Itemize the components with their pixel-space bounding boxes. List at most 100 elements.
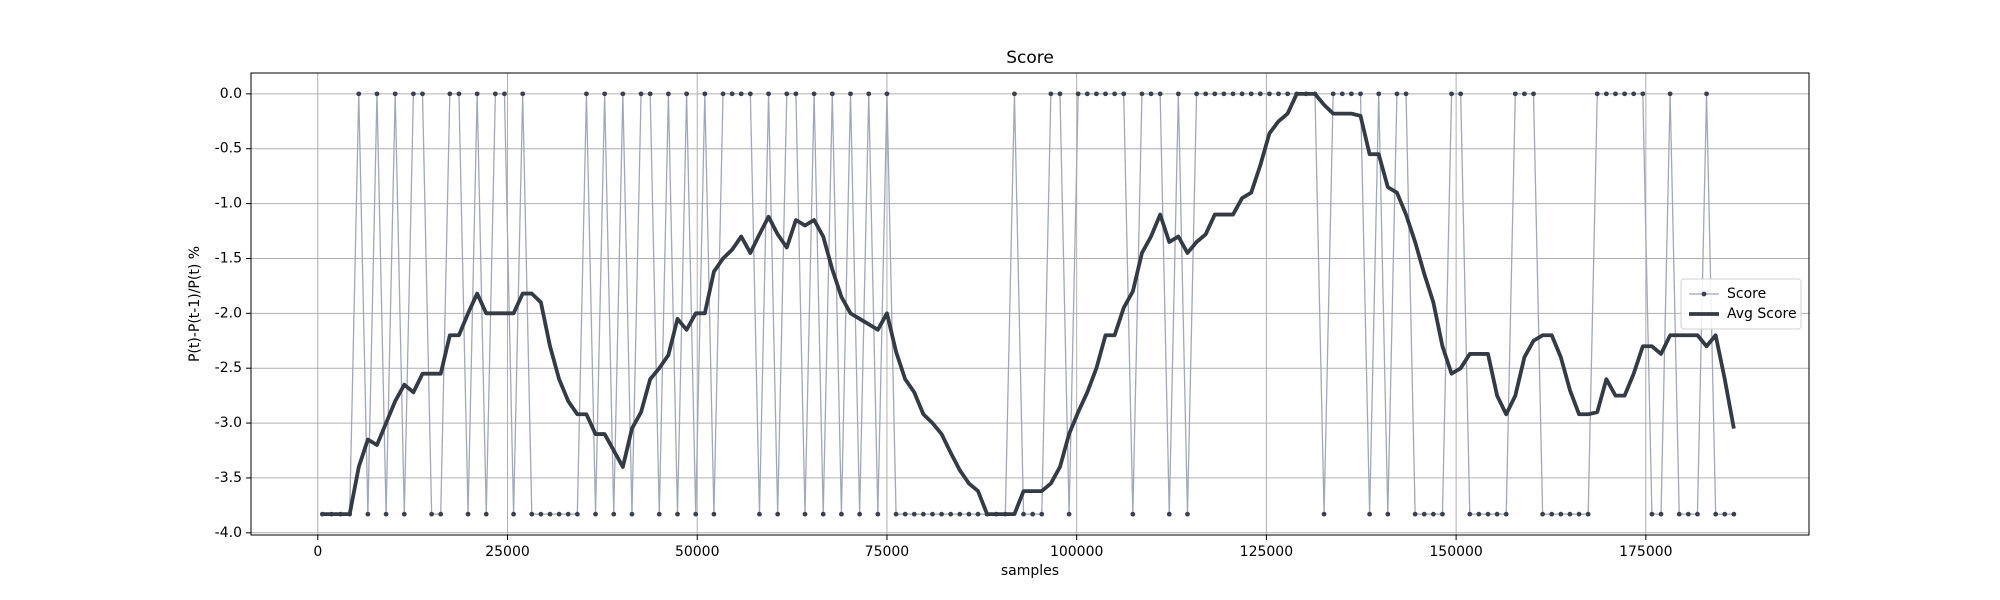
x-tick-label: 150000	[1429, 544, 1482, 560]
plot-area	[319, 91, 1737, 517]
point	[1503, 511, 1509, 517]
point	[1576, 511, 1582, 517]
point	[1713, 511, 1719, 517]
point	[1394, 91, 1400, 97]
point	[1412, 511, 1418, 517]
legend-label: Avg Score	[1727, 306, 1797, 322]
point	[565, 511, 571, 517]
point	[820, 511, 826, 517]
point	[747, 91, 753, 97]
point	[1376, 91, 1382, 97]
point	[911, 511, 917, 517]
point	[611, 511, 617, 517]
point	[1148, 91, 1154, 97]
point	[1631, 91, 1637, 97]
point	[1622, 91, 1627, 97]
point	[647, 91, 653, 97]
legend-label: Score	[1727, 286, 1766, 302]
legend-box	[1680, 278, 1802, 330]
point	[1130, 511, 1136, 517]
point	[684, 91, 690, 97]
point	[738, 91, 744, 97]
point	[1704, 91, 1709, 97]
point	[547, 511, 553, 517]
ticks: 0 25000 50000 75000 100000 125000 150000 175000…	[215, 86, 1673, 560]
y-tick-label: -1.5	[215, 250, 242, 266]
point	[1203, 91, 1209, 97]
point	[1157, 91, 1163, 97]
point	[966, 511, 972, 517]
point	[957, 511, 963, 517]
point	[1613, 91, 1618, 97]
point	[1476, 511, 1482, 517]
point	[729, 91, 735, 97]
point	[574, 511, 580, 517]
point	[675, 511, 680, 517]
point	[1676, 511, 1682, 517]
point	[711, 511, 717, 517]
point	[629, 511, 635, 517]
point	[447, 91, 453, 97]
x-tick-label: 25000	[485, 544, 530, 560]
axes-frame	[250, 72, 1810, 536]
point	[939, 511, 944, 517]
x-tick-label: 125000	[1240, 544, 1293, 560]
point	[1039, 511, 1045, 517]
point	[884, 91, 890, 97]
point	[1030, 511, 1036, 517]
point	[1531, 91, 1536, 97]
point	[766, 91, 771, 97]
point	[438, 511, 444, 517]
point	[1403, 91, 1409, 97]
point	[693, 511, 699, 517]
point	[1430, 511, 1436, 517]
point	[383, 511, 389, 517]
point	[1239, 91, 1245, 97]
point	[1658, 511, 1664, 517]
point	[1094, 91, 1099, 97]
point	[1012, 91, 1017, 97]
point	[1057, 91, 1063, 97]
point	[1358, 91, 1363, 97]
point	[483, 511, 489, 517]
point	[1212, 91, 1218, 97]
point	[1194, 91, 1199, 97]
point	[1248, 91, 1254, 97]
point	[1175, 91, 1181, 97]
point	[1285, 91, 1291, 97]
point	[1348, 91, 1354, 97]
point	[1695, 511, 1700, 517]
point	[456, 91, 462, 97]
legend-marker	[1701, 291, 1707, 297]
point	[802, 511, 808, 517]
point	[1585, 511, 1591, 517]
point	[1257, 91, 1263, 97]
point	[1048, 91, 1054, 97]
point	[620, 91, 626, 97]
x-tick-label: 50000	[675, 544, 720, 560]
y-tick-label: -4.0	[215, 525, 242, 541]
point	[1549, 511, 1555, 517]
y-tick-label: -1.0	[215, 196, 242, 212]
point	[556, 511, 562, 517]
point	[1458, 91, 1464, 97]
point	[757, 511, 762, 517]
point	[1121, 91, 1127, 97]
point	[365, 511, 371, 517]
point	[1603, 91, 1609, 97]
point	[1649, 511, 1655, 517]
point	[1075, 91, 1081, 97]
point	[902, 511, 908, 517]
point	[1449, 91, 1454, 97]
point	[793, 91, 799, 97]
point	[839, 511, 844, 517]
point	[1321, 511, 1327, 517]
point	[930, 511, 935, 517]
point	[1540, 511, 1546, 517]
series-line	[322, 91, 1736, 517]
point	[502, 91, 507, 97]
point	[656, 511, 662, 517]
